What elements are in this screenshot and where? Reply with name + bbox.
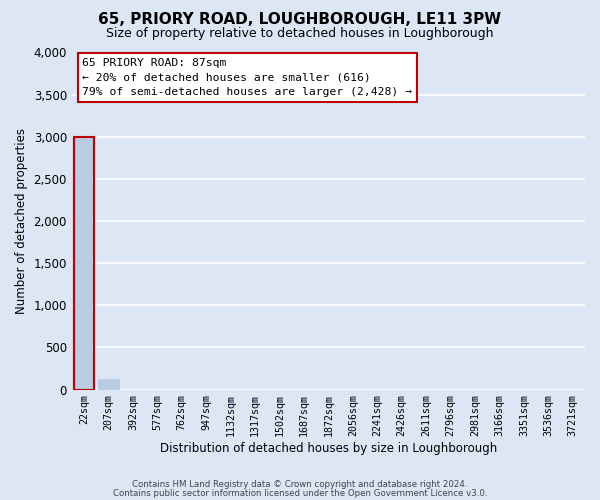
Text: Size of property relative to detached houses in Loughborough: Size of property relative to detached ho… — [106, 28, 494, 40]
Bar — [74, 137, 94, 390]
Text: Contains public sector information licensed under the Open Government Licence v3: Contains public sector information licen… — [113, 488, 487, 498]
X-axis label: Distribution of detached houses by size in Loughborough: Distribution of detached houses by size … — [160, 442, 497, 455]
Bar — [98, 378, 119, 390]
Text: 65, PRIORY ROAD, LOUGHBOROUGH, LE11 3PW: 65, PRIORY ROAD, LOUGHBOROUGH, LE11 3PW — [98, 12, 502, 28]
Text: 65 PRIORY ROAD: 87sqm
← 20% of detached houses are smaller (616)
79% of semi-det: 65 PRIORY ROAD: 87sqm ← 20% of detached … — [82, 58, 412, 97]
Y-axis label: Number of detached properties: Number of detached properties — [15, 128, 28, 314]
Bar — [74, 137, 94, 390]
Text: Contains HM Land Registry data © Crown copyright and database right 2024.: Contains HM Land Registry data © Crown c… — [132, 480, 468, 489]
